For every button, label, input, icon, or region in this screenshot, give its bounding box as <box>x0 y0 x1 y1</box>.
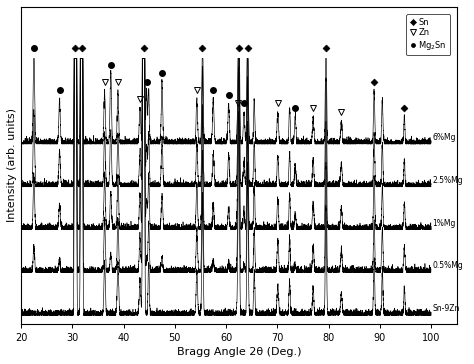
Y-axis label: Intensity (arb. units): Intensity (arb. units) <box>7 108 17 222</box>
Legend: Sn, Zn, Mg$_2$Sn: Sn, Zn, Mg$_2$Sn <box>406 14 450 55</box>
Text: Sn-9Zn: Sn-9Zn <box>433 304 460 313</box>
Text: 0.5%Mg: 0.5%Mg <box>433 261 463 270</box>
Text: 2.5%Mg: 2.5%Mg <box>433 176 463 185</box>
Text: 6%Mg: 6%Mg <box>433 133 456 142</box>
X-axis label: Bragg Angle 2θ (Deg.): Bragg Angle 2θ (Deg.) <box>177 347 301 357</box>
Text: 1%Mg: 1%Mg <box>433 218 456 228</box>
